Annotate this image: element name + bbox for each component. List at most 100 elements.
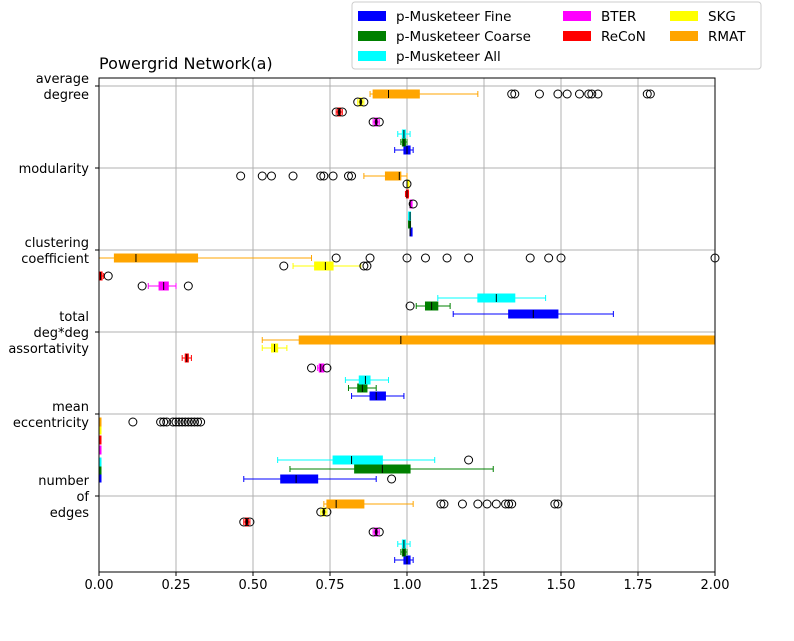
flier-point — [387, 474, 397, 484]
y-tick-label: coefficient — [21, 252, 89, 267]
legend-label: BTER — [601, 9, 636, 25]
legend-label: RMAT — [708, 29, 746, 45]
flier-point — [525, 253, 535, 263]
flier-point — [331, 253, 341, 263]
y-tick-label: deg*deg — [33, 326, 89, 341]
flier-point — [442, 253, 452, 263]
flier-point — [510, 89, 520, 99]
flier-point — [420, 253, 430, 263]
legend-label: p-Musketeer Fine — [396, 9, 511, 25]
y-tick-label: degree — [43, 88, 89, 103]
flier-point — [553, 89, 563, 99]
flier-point — [239, 517, 249, 527]
flier-point — [196, 417, 206, 427]
flier-point — [137, 281, 147, 291]
legend-swatch — [670, 11, 698, 21]
flier-point — [473, 499, 483, 509]
flier-point — [177, 417, 187, 427]
flier-point — [171, 417, 181, 427]
flier-point — [491, 499, 501, 509]
flier-point — [374, 117, 384, 127]
flier-point — [353, 97, 363, 107]
flier-point — [245, 517, 255, 527]
flier-point — [457, 499, 467, 509]
x-tick-label: 0.75 — [316, 578, 345, 593]
flier-point — [279, 261, 289, 271]
y-tick-label: of — [76, 490, 89, 505]
flier-point — [316, 507, 326, 517]
flier-point — [162, 417, 172, 427]
flier-point — [368, 117, 378, 127]
x-tick-label: 1.25 — [470, 578, 499, 593]
flier-point — [257, 171, 267, 181]
flier-point — [316, 171, 326, 181]
box-rmat — [384, 171, 402, 181]
box-p-musketeer-fine — [369, 391, 386, 401]
flier-point — [501, 499, 511, 509]
legend-label: ReCoN — [601, 29, 646, 45]
x-tick-label: 1.75 — [624, 578, 653, 593]
legend-swatch — [358, 31, 386, 41]
flier-point — [343, 171, 353, 181]
flier-point — [584, 89, 594, 99]
legend-swatch — [358, 11, 386, 21]
box-p-musketeer-all — [332, 455, 383, 465]
flier-point — [331, 107, 341, 117]
box-rmat — [372, 89, 420, 99]
flier-point — [183, 417, 193, 427]
axes: 0.00 0.25 0.50 0.75 1.00 1.25 1.50 1.75 2.00 aver… — [8, 72, 729, 593]
flier-point — [337, 107, 347, 117]
flier-point — [288, 171, 298, 181]
flier-point — [507, 499, 517, 509]
flier-point — [319, 171, 329, 181]
x-tick-label: 2.00 — [701, 578, 730, 593]
flier-point — [183, 281, 193, 291]
flier-point — [359, 97, 369, 107]
box-bter — [318, 363, 325, 373]
flier-point — [553, 499, 563, 509]
flier-point — [507, 89, 517, 99]
flier-point — [587, 89, 597, 99]
y-tick-label: total — [59, 310, 89, 325]
x-tick-label: 0.00 — [85, 578, 114, 593]
legend-label: p-Musketeer All — [396, 49, 501, 65]
box-p-musketeer-all — [358, 375, 371, 385]
flier-point — [550, 499, 560, 509]
y-tick-label: clustering — [25, 236, 89, 251]
flier-point — [236, 171, 246, 181]
flier-point — [193, 417, 203, 427]
flier-point — [347, 171, 357, 181]
flier-point — [574, 89, 584, 99]
box-rmat — [298, 335, 716, 345]
y-tick-label: edges — [50, 506, 90, 521]
box-skg — [314, 261, 334, 271]
flier-point — [128, 417, 138, 427]
flier-point — [593, 89, 603, 99]
flier-point — [174, 417, 184, 427]
box-rmat — [113, 253, 199, 263]
flier-point — [464, 253, 474, 263]
legend-label: SKG — [708, 9, 736, 25]
legend-swatch — [563, 31, 591, 41]
y-tick-label: assortativity — [8, 342, 89, 357]
flier-point — [402, 253, 412, 263]
flier-point — [180, 417, 190, 427]
x-tick-label: 0.25 — [162, 578, 191, 593]
flier-point — [322, 363, 332, 373]
flier-point — [504, 499, 514, 509]
flier-point — [534, 89, 544, 99]
flier-point — [159, 417, 169, 427]
flier-point — [156, 417, 166, 427]
flier-point — [562, 89, 572, 99]
flier-point — [436, 499, 446, 509]
y-tick-label: mean — [52, 400, 89, 415]
flier-point — [402, 179, 412, 189]
y-tick-label: eccentricity — [13, 416, 89, 431]
y-tick-label: average — [36, 72, 89, 87]
y-tick-label: modularity — [19, 162, 90, 177]
flier-point — [439, 499, 449, 509]
legend-frame — [351, 1, 762, 70]
flier-point — [408, 199, 418, 209]
legend-label: p-Musketeer Coarse — [396, 29, 531, 45]
